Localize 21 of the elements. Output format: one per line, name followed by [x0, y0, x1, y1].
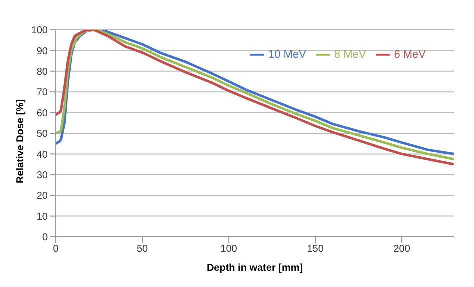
y-tick-label: 100: [31, 26, 48, 37]
y-tick-label: 50: [36, 129, 48, 140]
y-tick-label: 20: [36, 191, 48, 202]
x-tick-label: 200: [394, 244, 411, 256]
x-tick-label: 50: [136, 244, 149, 256]
x-axis-title: Depth in water [mm]: [206, 263, 304, 274]
y-tick-label: 40: [36, 150, 48, 161]
legend-label: 10 MeV: [268, 48, 306, 61]
y-tick-label: 30: [36, 170, 48, 182]
y-tick-label: 60: [36, 108, 48, 120]
x-tick-label: 100: [220, 244, 238, 256]
y-tick-label: 0: [42, 232, 48, 244]
y-axis-title: Relative Dose [%]: [16, 100, 27, 184]
y-tick-label: 90: [36, 46, 48, 58]
x-tick-label: 150: [307, 244, 324, 256]
y-tick-label: 80: [36, 66, 48, 78]
legend-label: 8 MeV: [334, 48, 366, 61]
x-tick-label: 0: [53, 244, 60, 256]
y-tick-label: 70: [36, 88, 48, 99]
legend-label: 6 MeV: [394, 48, 426, 61]
y-tick-label: 10: [36, 212, 48, 223]
